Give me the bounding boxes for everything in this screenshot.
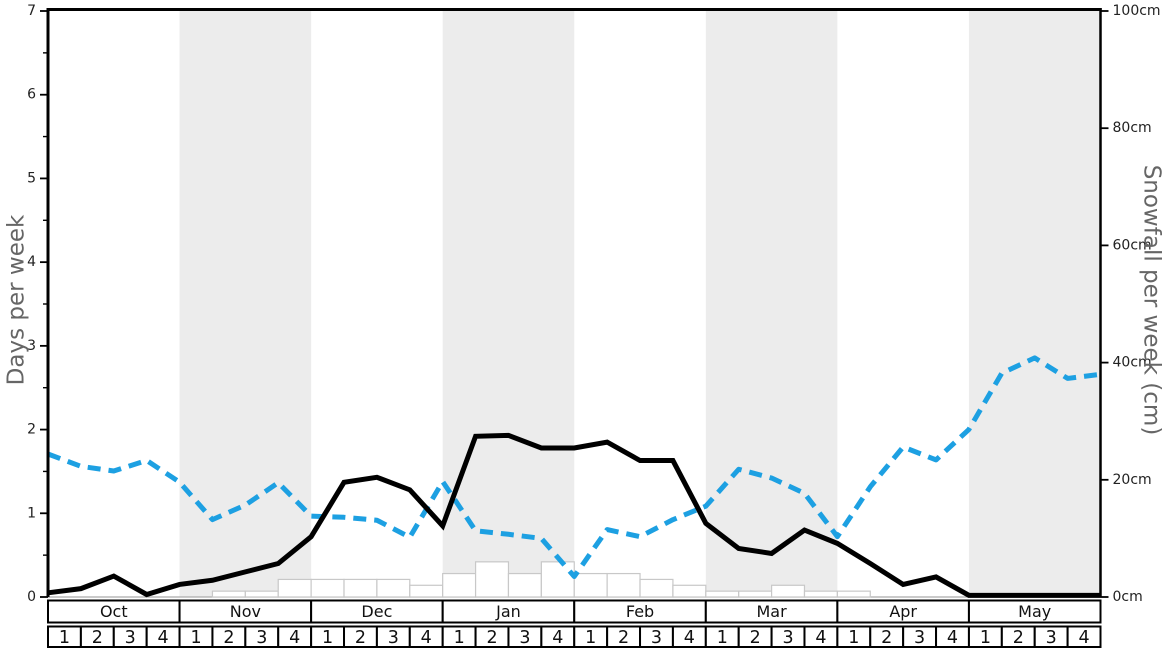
week-label: 1 — [454, 628, 465, 648]
y-left-tick-label: 3 — [27, 338, 36, 354]
snowfall-bar — [606, 572, 641, 598]
month-label: Feb — [626, 602, 654, 621]
week-label: 3 — [1046, 628, 1057, 648]
week-label: 4 — [289, 628, 300, 648]
week-label: 2 — [92, 628, 103, 648]
y-left-tick-label: 7 — [27, 3, 36, 19]
snowfall-bar — [639, 578, 674, 598]
week-label: 3 — [125, 628, 136, 648]
week-label: 3 — [782, 628, 793, 648]
week-label: 4 — [947, 628, 958, 648]
snowfall-bar — [803, 590, 838, 598]
y-left-tick-label: 5 — [27, 170, 36, 186]
snowfall-bar — [705, 590, 740, 598]
month-band — [179, 11, 312, 597]
week-label: 2 — [618, 628, 629, 648]
week-label: 1 — [322, 628, 333, 648]
snowfall-bar — [672, 584, 707, 598]
y-left-tick-label: 1 — [27, 505, 36, 521]
snowfall-bar — [211, 590, 246, 598]
y-right-tick-label: 20cm — [1113, 472, 1152, 488]
snowfall-bar — [343, 578, 378, 598]
week-label: 3 — [914, 628, 925, 648]
days-per-week-line — [47, 432, 1101, 598]
y-right-tick-label: 40cm — [1113, 355, 1152, 371]
month-label: May — [1018, 602, 1051, 621]
week-label: 2 — [223, 628, 234, 648]
week-label: 3 — [256, 628, 267, 648]
y-right-tick-label: 0cm — [1113, 589, 1143, 605]
snowfall-per-week-line — [47, 355, 1101, 579]
week-label: 4 — [1078, 628, 1089, 648]
snowfall-bar — [738, 590, 773, 598]
week-label: 4 — [552, 628, 563, 648]
month-label: Nov — [230, 602, 261, 621]
week-label: 2 — [750, 628, 761, 648]
week-label: 2 — [881, 628, 892, 648]
snowfall-bar — [244, 590, 279, 598]
week-label: 4 — [815, 628, 826, 648]
week-label: 1 — [848, 628, 859, 648]
week-label: 3 — [519, 628, 530, 648]
month-label: Mar — [757, 602, 788, 621]
week-label: 3 — [651, 628, 662, 648]
month-label: Apr — [889, 602, 917, 621]
month-band — [442, 11, 575, 597]
y-left-axis-title: Days per week — [4, 214, 30, 385]
month-band — [705, 11, 838, 597]
month-label: Dec — [361, 602, 392, 621]
y-left-tick-label: 0 — [27, 589, 36, 605]
week-cell — [1066, 625, 1102, 648]
week-label: 2 — [1013, 628, 1024, 648]
snowfall-bar — [573, 572, 608, 598]
y-left-tick-label: 4 — [27, 254, 36, 270]
snowfall-bar — [540, 561, 575, 598]
y-right-axis-title: Snowfall per week (cm) — [1139, 165, 1165, 436]
y-left-tick-label: 6 — [27, 87, 36, 103]
week-label: 2 — [355, 628, 366, 648]
month-label: Oct — [100, 602, 128, 621]
snowfall-bar — [442, 572, 477, 598]
snowfall-bar — [474, 561, 510, 598]
y-left-tick-label: 2 — [27, 422, 36, 438]
snowfall-bar — [277, 578, 312, 598]
y-right-tick-label: 100cm — [1113, 3, 1161, 19]
week-label: 1 — [980, 628, 991, 648]
week-label: 2 — [486, 628, 497, 648]
month-label: Jan — [495, 602, 521, 621]
week-label: 1 — [585, 628, 596, 648]
y-right-tick-label: 60cm — [1113, 237, 1152, 253]
week-label: 1 — [190, 628, 201, 648]
week-label: 4 — [684, 628, 695, 648]
week-label: 4 — [158, 628, 169, 648]
snowfall-bar — [310, 578, 345, 598]
snowfall-bar — [836, 590, 871, 598]
week-label: 1 — [717, 628, 728, 648]
y-right-tick-label: 80cm — [1113, 120, 1152, 136]
month-cell — [967, 599, 1102, 624]
week-label: 3 — [388, 628, 399, 648]
snowfall-bar — [770, 584, 806, 598]
snowfall-bar — [507, 572, 542, 598]
snowfall-bar — [376, 578, 411, 598]
week-label: 4 — [421, 628, 432, 648]
snowfall-bar — [409, 584, 444, 598]
month-band — [968, 11, 1101, 597]
week-label: 1 — [59, 628, 70, 648]
